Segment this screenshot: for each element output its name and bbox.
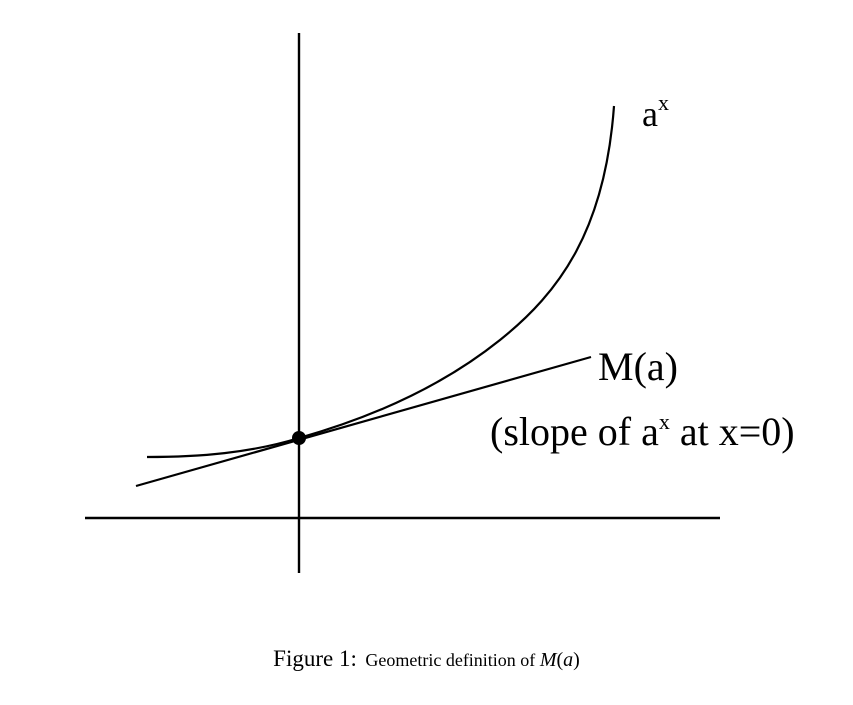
slope-note: (slope of ax at x=0) <box>490 409 795 454</box>
slope-note-exponent: x <box>659 409 670 434</box>
caption-math: M(a) <box>539 649 580 671</box>
caption-label: Figure 1: <box>273 646 357 671</box>
intercept-point <box>292 431 306 445</box>
tangent-line <box>135 355 592 488</box>
figure-caption: Figure 1: Geometric definition of M(a) <box>0 646 853 672</box>
tangent-label: M(a) <box>598 344 678 389</box>
curve-label-exponent: x <box>658 90 669 115</box>
exponential-curve <box>146 105 616 459</box>
caption-text: Geometric definition of <box>365 650 540 670</box>
curve-label: ax <box>642 90 669 134</box>
